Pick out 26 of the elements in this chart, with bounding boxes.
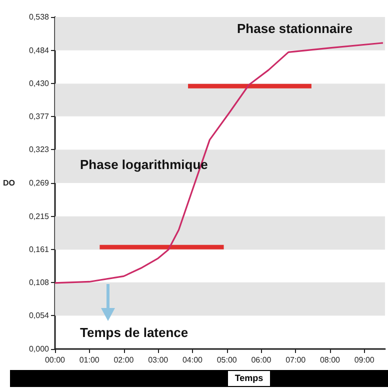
x-tick-label: 03:00 <box>148 356 169 364</box>
x-tick-label: 00:00 <box>44 356 66 364</box>
y-tick-label: 0,430 <box>28 79 50 88</box>
x-axis-title: Temps <box>228 371 270 386</box>
x-tick-label: 06:00 <box>251 356 272 364</box>
x-tick-label: 02:00 <box>114 356 134 364</box>
annotation: Temps de latence <box>80 325 188 340</box>
y-tick-label: 0,108 <box>28 278 50 287</box>
y-tick-label: 0,000 <box>28 344 50 354</box>
annotation: Phase stationnaire <box>237 21 353 36</box>
x-tick-label: 07:00 <box>286 356 306 364</box>
line-series <box>54 42 384 284</box>
y-tick-label: 0,269 <box>28 178 50 188</box>
y-axis-title: DO <box>3 178 15 188</box>
x-tick-label: 09:00 <box>354 356 375 364</box>
y-tick-label: 0,161 <box>28 245 50 254</box>
y-tick-label: 0,054 <box>28 311 50 320</box>
y-tick-label: 0,377 <box>28 112 50 121</box>
x-tick-label: 04:00 <box>182 356 204 364</box>
y-tick-label: 0,538 <box>28 12 50 22</box>
y-tick-label: 0,323 <box>28 145 50 154</box>
x-tick-label: 08:00 <box>320 356 341 364</box>
x-tick-label: 01:00 <box>79 356 100 364</box>
y-tick-label: 0,484 <box>28 46 50 55</box>
x-tick-label: 05:00 <box>216 356 238 364</box>
y-tick-label: 0,215 <box>28 212 50 221</box>
